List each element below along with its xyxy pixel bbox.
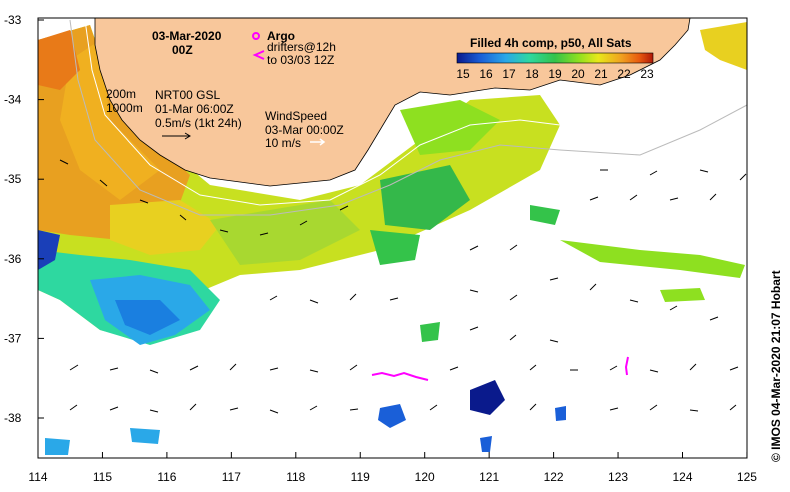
wind-date: 03-Mar 00:00Z xyxy=(265,123,344,137)
lon-tick-label: 118 xyxy=(286,470,305,484)
lon-tick-label: 114 xyxy=(28,470,47,484)
nrt-label: NRT00 GSL xyxy=(155,88,220,102)
map-plot-area xyxy=(38,18,747,458)
colorbar-title: Filled 4h comp, p50, All Sats xyxy=(470,36,632,50)
colorbar-ticks: 15 16 17 18 19 20 21 22 23 xyxy=(456,67,654,81)
lon-tick-label: 125 xyxy=(737,470,757,484)
lon-tick-label: 115 xyxy=(93,470,112,484)
colorbar-tick-label: 18 xyxy=(525,67,539,81)
lon-tick-label: 121 xyxy=(479,470,499,484)
lat-tick-label: -36 xyxy=(4,252,22,266)
drifters-label: drifters@12h xyxy=(267,40,336,54)
drifter-track xyxy=(624,356,629,376)
lon-tick-label: 122 xyxy=(544,470,564,484)
isobath-200m xyxy=(84,19,747,206)
map-time: 00Z xyxy=(172,43,193,57)
longitude-axis: 114 115 116 117 118 119 120 121 122 123 124 125 xyxy=(28,452,757,484)
colorbar-tick-label: 19 xyxy=(548,67,562,81)
lat-tick-label: -33 xyxy=(4,13,22,27)
isobath-1000-label: 1000m xyxy=(106,101,143,115)
argo-label: Argo xyxy=(267,29,295,43)
drifter-icon xyxy=(252,50,265,60)
credit-text: © IMOS 04-Mar-2020 21:07 Hobart xyxy=(769,270,783,462)
nrt-scale: 0.5m/s (1kt 24h) xyxy=(155,116,242,130)
lon-tick-label: 116 xyxy=(157,470,176,484)
lon-tick-label: 119 xyxy=(351,470,370,484)
wind-scale-arrow-icon xyxy=(310,138,326,146)
sst-field xyxy=(38,22,747,455)
argo-icon xyxy=(252,32,260,40)
latitude-axis: -33 -34 -35 -36 -37 -38 xyxy=(4,13,44,425)
lat-tick-label: -34 xyxy=(4,93,22,107)
colorbar-bar xyxy=(456,52,654,64)
lon-tick-label: 124 xyxy=(672,470,692,484)
colorbar-tick-label: 21 xyxy=(594,67,608,81)
lat-tick-label: -35 xyxy=(4,172,22,186)
lon-tick-label: 120 xyxy=(415,470,435,484)
map-frame xyxy=(37,17,748,459)
drifters-to-label: to 03/03 12Z xyxy=(267,53,334,67)
lat-tick-label: -37 xyxy=(4,331,22,345)
colorbar-tick-label: 16 xyxy=(479,67,493,81)
nrt-scale-arrow-icon xyxy=(162,132,191,140)
colorbar-tick-label: 17 xyxy=(502,67,516,81)
colorbar-tick-label: 22 xyxy=(617,67,631,81)
drifter-track xyxy=(371,371,429,381)
colorbar-tick-label: 23 xyxy=(640,67,654,81)
isobath-200-label: 200m xyxy=(106,87,136,101)
nrt-date: 01-Mar 06:00Z xyxy=(155,102,234,116)
colorbar-tick-label: 15 xyxy=(456,67,470,81)
current-vectors xyxy=(59,159,747,414)
lat-tick-label: -38 xyxy=(4,411,22,425)
wind-scale: 10 m/s xyxy=(265,136,301,150)
map-date: 03-Mar-2020 xyxy=(152,29,222,43)
colorbar-tick-label: 20 xyxy=(571,67,585,81)
isobath-1000m xyxy=(69,19,747,216)
wind-label: WindSpeed xyxy=(265,109,327,123)
lon-tick-label: 123 xyxy=(608,470,628,484)
colorbar: Filled 4h comp, p50, All Sats 15 16 17 18 19… xyxy=(456,36,654,81)
lon-tick-label: 117 xyxy=(222,470,241,484)
